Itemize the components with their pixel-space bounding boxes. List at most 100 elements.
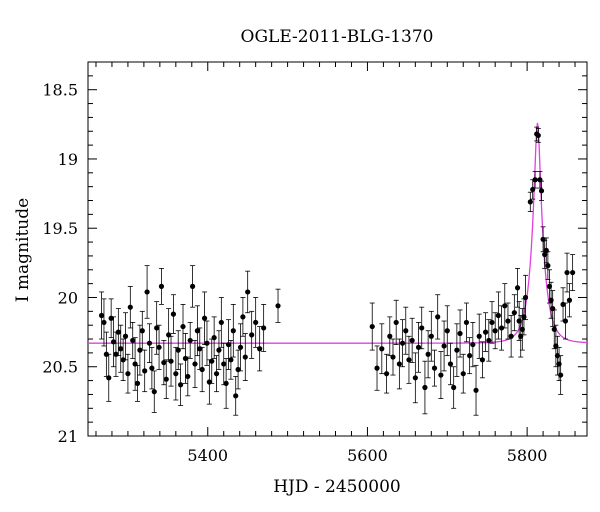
data-point xyxy=(245,270,251,314)
data-marker xyxy=(185,373,191,380)
data-marker xyxy=(460,371,466,377)
data-marker xyxy=(118,346,124,352)
data-point xyxy=(130,322,136,359)
data-point xyxy=(428,310,434,362)
data-point xyxy=(564,252,570,293)
data-marker xyxy=(154,325,160,331)
data-marker xyxy=(211,335,217,341)
data-point xyxy=(180,304,186,350)
data-marker xyxy=(379,346,385,352)
data-marker xyxy=(106,375,112,381)
data-point xyxy=(505,302,511,340)
data-point xyxy=(467,337,473,375)
data-marker xyxy=(261,325,267,331)
data-marker xyxy=(213,371,220,377)
data-marker xyxy=(221,361,227,367)
data-point xyxy=(192,340,198,388)
data-point xyxy=(438,351,444,400)
data-point xyxy=(275,288,281,323)
data-marker xyxy=(201,315,208,321)
data-marker xyxy=(204,340,210,346)
data-point xyxy=(447,342,454,386)
data-point xyxy=(209,338,215,384)
data-point xyxy=(240,297,246,337)
data-point xyxy=(431,349,438,387)
data-point xyxy=(393,299,399,345)
data-point xyxy=(495,291,501,340)
data-point xyxy=(98,291,105,340)
y-tick-label: 19 xyxy=(58,150,78,169)
y-tick-label: 21 xyxy=(58,427,78,446)
data-point xyxy=(173,346,179,401)
data-marker xyxy=(566,297,573,303)
data-point xyxy=(144,265,150,319)
data-marker xyxy=(428,333,434,339)
data-marker xyxy=(558,372,564,378)
data-marker xyxy=(451,384,457,391)
x-axis-label: HJD - 2450000 xyxy=(273,477,401,497)
data-point xyxy=(101,298,107,347)
data-marker xyxy=(240,314,246,320)
data-marker xyxy=(156,344,162,350)
data-marker xyxy=(495,312,501,319)
data-point xyxy=(532,171,538,189)
x-tick-label: 5600 xyxy=(347,446,388,465)
data-marker xyxy=(257,346,263,352)
data-point xyxy=(403,306,409,355)
data-point xyxy=(211,316,217,359)
data-point xyxy=(189,265,196,308)
data-point xyxy=(570,254,576,291)
data-marker xyxy=(425,351,431,357)
data-marker xyxy=(498,325,505,331)
data-point xyxy=(125,353,131,394)
data-marker xyxy=(139,328,145,334)
data-point xyxy=(399,319,406,368)
data-marker xyxy=(146,340,153,346)
plot-frame xyxy=(87,61,588,437)
data-marker xyxy=(467,353,473,359)
data-point xyxy=(142,349,148,393)
data-point xyxy=(230,304,236,358)
data-point xyxy=(527,191,533,213)
data-marker xyxy=(125,371,131,377)
y-tick-label: 19.5 xyxy=(42,219,78,238)
data-marker xyxy=(249,332,255,338)
data-marker xyxy=(393,319,399,326)
data-marker xyxy=(570,269,576,276)
y-axis-label: I magnitude xyxy=(13,198,33,302)
data-marker xyxy=(134,380,141,386)
data-marker xyxy=(187,337,193,344)
data-point xyxy=(118,324,124,373)
data-point xyxy=(151,370,157,413)
data-point xyxy=(216,330,222,370)
data-point xyxy=(492,312,498,350)
data-point xyxy=(412,352,418,404)
data-marker xyxy=(178,382,184,388)
data-point xyxy=(223,358,229,409)
data-point xyxy=(257,326,263,372)
data-marker xyxy=(447,361,454,367)
data-marker xyxy=(532,177,538,183)
data-marker xyxy=(387,333,393,339)
data-point xyxy=(454,323,460,377)
data-point xyxy=(237,323,244,372)
data-marker xyxy=(101,319,107,326)
data-marker xyxy=(545,263,551,269)
data-point xyxy=(460,353,466,394)
data-point xyxy=(419,306,425,350)
data-marker xyxy=(486,337,492,344)
data-marker xyxy=(151,389,157,395)
data-marker xyxy=(235,366,241,373)
data-point xyxy=(106,353,112,402)
axis-ticks xyxy=(88,61,587,437)
data-point xyxy=(384,353,390,394)
data-marker xyxy=(245,289,251,295)
x-tick-label: 5800 xyxy=(507,446,548,465)
data-point xyxy=(463,302,470,343)
data-point xyxy=(387,316,393,357)
data-marker xyxy=(144,289,150,295)
data-point xyxy=(199,346,205,393)
data-point xyxy=(486,319,492,362)
data-marker xyxy=(180,323,186,330)
